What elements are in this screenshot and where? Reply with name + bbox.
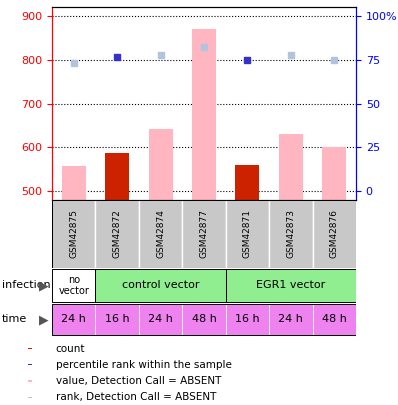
Text: value, Detection Call = ABSENT: value, Detection Call = ABSENT	[56, 376, 221, 386]
Bar	[28, 348, 32, 349]
Text: percentile rank within the sample: percentile rank within the sample	[56, 360, 232, 370]
Bar	[192, 29, 216, 200]
Text: 48 h: 48 h	[322, 315, 347, 324]
Bar	[139, 200, 182, 268]
Text: GSM42876: GSM42876	[330, 209, 339, 258]
Bar	[148, 128, 172, 200]
Text: GSM42872: GSM42872	[113, 209, 122, 258]
Bar	[96, 200, 139, 268]
Text: GSM42873: GSM42873	[286, 209, 295, 258]
Bar	[52, 269, 96, 302]
Bar	[269, 304, 312, 335]
Bar	[52, 200, 96, 268]
Bar	[52, 304, 96, 335]
Bar	[269, 200, 312, 268]
Bar	[182, 200, 226, 268]
Text: rank, Detection Call = ABSENT: rank, Detection Call = ABSENT	[56, 392, 216, 402]
Text: infection: infection	[2, 281, 51, 290]
Text: ▶: ▶	[39, 313, 49, 326]
Bar	[139, 304, 182, 335]
Text: 48 h: 48 h	[191, 315, 217, 324]
Bar	[96, 304, 139, 335]
Bar	[279, 134, 303, 200]
Bar	[28, 397, 32, 398]
Bar	[96, 269, 226, 302]
Text: no
vector: no vector	[58, 275, 89, 296]
Text: 16 h: 16 h	[105, 315, 129, 324]
Text: GSM42875: GSM42875	[69, 209, 78, 258]
Bar	[226, 304, 269, 335]
Bar	[182, 304, 226, 335]
Text: 24 h: 24 h	[148, 315, 173, 324]
Text: 16 h: 16 h	[235, 315, 260, 324]
Text: GSM42871: GSM42871	[243, 209, 252, 258]
Bar	[105, 153, 129, 200]
Text: control vector: control vector	[122, 281, 199, 290]
Bar	[312, 304, 356, 335]
Text: GSM42877: GSM42877	[199, 209, 209, 258]
Text: count: count	[56, 343, 85, 354]
Text: 24 h: 24 h	[279, 315, 303, 324]
Bar	[28, 380, 32, 382]
Text: GSM42874: GSM42874	[156, 209, 165, 258]
Bar	[226, 200, 269, 268]
Bar	[62, 166, 86, 200]
Bar	[28, 364, 32, 365]
Text: ▶: ▶	[39, 279, 49, 292]
Bar	[322, 147, 346, 200]
Bar	[226, 269, 356, 302]
Text: time: time	[2, 315, 27, 324]
Bar	[236, 165, 259, 200]
Text: EGR1 vector: EGR1 vector	[256, 281, 326, 290]
Bar	[312, 200, 356, 268]
Text: 24 h: 24 h	[61, 315, 86, 324]
